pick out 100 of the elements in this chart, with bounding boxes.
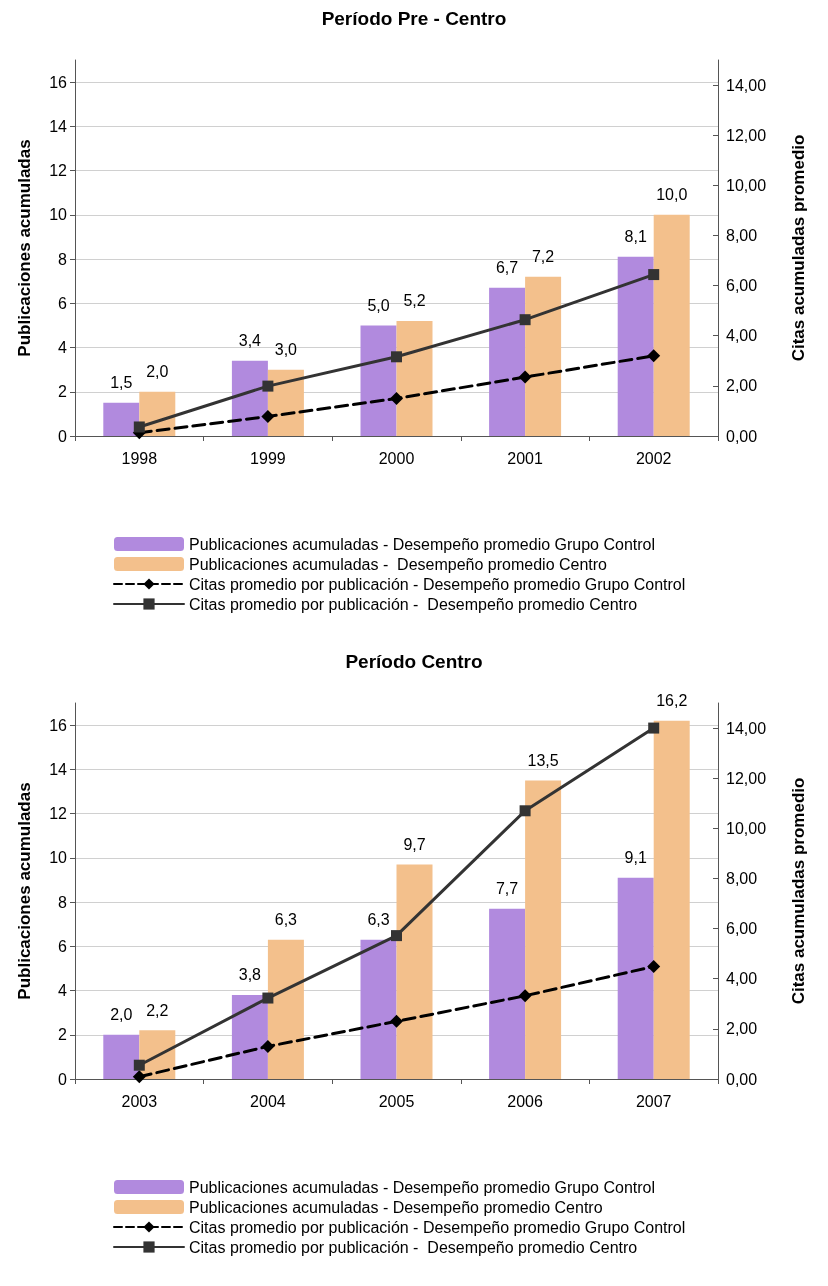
point [647, 959, 661, 973]
y2-tick-label: 12,00 [726, 769, 767, 787]
chart-title: Período Centro [345, 651, 483, 672]
y2-tick-label: 0,00 [726, 1070, 758, 1088]
x-tick-label: 2002 [635, 449, 672, 467]
point [133, 421, 145, 433]
x-tick-label: 2005 [378, 1092, 415, 1110]
data-label: 16,2 [656, 692, 688, 710]
point [518, 370, 532, 384]
y2-tick-label: 14,00 [726, 719, 767, 737]
y-tick-label: 10 [49, 206, 68, 224]
bar [617, 256, 654, 436]
y2-tick-label: 4,00 [726, 970, 758, 988]
legend-label: Citas promedio por publicación - Desempeño promedio Centro [189, 1238, 638, 1256]
chart-title: Período Pre - Centro [321, 8, 507, 29]
y2-axis-title: Citas acumuladas promedio [789, 777, 808, 1005]
data-label: 10,0 [656, 186, 688, 204]
y-axis-title: Publicaciones acumuladas [15, 139, 34, 357]
bar [396, 320, 433, 436]
data-label: 3,4 [238, 332, 262, 350]
y-tick-label: 16 [49, 716, 68, 734]
bar [360, 939, 397, 1079]
legend-label: Publicaciones acumuladas - Desempeño promedio Centro [189, 1198, 603, 1216]
bar [489, 908, 526, 1079]
bar [617, 877, 654, 1079]
point [132, 1070, 146, 1084]
legend-label: Citas promedio por publicación - Desempeño promedio Grupo Control [189, 1218, 686, 1236]
data-label: 9,1 [624, 849, 647, 867]
point [261, 1039, 275, 1053]
y-tick-label: 2 [58, 1026, 68, 1044]
point [390, 391, 403, 405]
point [519, 314, 531, 326]
bar [231, 994, 268, 1079]
y2-tick-label: 10,00 [726, 819, 767, 837]
y2-tick-label: 2,00 [726, 1020, 758, 1038]
y2-tick-label: 6,00 [726, 920, 758, 938]
data-label: 3,0 [274, 341, 298, 359]
x-tick-label: 2007 [635, 1092, 672, 1110]
data-label: 8,1 [624, 228, 647, 246]
point [391, 351, 402, 363]
bar [525, 780, 562, 1079]
x-tick-label: 2004 [250, 1092, 286, 1110]
y-tick-label: 4 [58, 982, 68, 1000]
data-label: 5,2 [403, 292, 426, 310]
y2-tick-label: 14,00 [726, 76, 767, 94]
data-label: 2,0 [146, 363, 169, 381]
x-tick-label: 1999 [250, 449, 286, 467]
data-label: 13,5 [527, 751, 559, 769]
y-tick-label: 2 [58, 383, 68, 401]
x-tick-label: 2003 [121, 1092, 158, 1110]
point [133, 1059, 145, 1071]
point [262, 992, 274, 1004]
data-label: 7,7 [495, 880, 519, 898]
y-tick-label: 0 [58, 427, 68, 445]
bar [103, 1034, 140, 1079]
y2-tick-label: 8,00 [726, 869, 758, 887]
y2-axis-title: Citas acumuladas promedio [789, 134, 808, 362]
y-tick-label: 10 [49, 849, 68, 867]
y2-tick-label: 8,00 [726, 226, 758, 244]
y-tick-label: 8 [58, 893, 68, 911]
y2-tick-label: 4,00 [726, 327, 758, 345]
y-tick-label: 6 [58, 294, 68, 312]
bar [360, 325, 397, 436]
bar [489, 287, 526, 436]
bar [396, 864, 433, 1079]
bar [267, 939, 304, 1079]
y-tick-label: 16 [49, 73, 68, 91]
x-tick-label: 1998 [121, 449, 158, 467]
point [519, 805, 531, 817]
legend-label: Publicaciones acumuladas - Desempeño promedio Grupo Control [189, 1178, 656, 1196]
point [648, 722, 660, 734]
y-tick-label: 0 [58, 1070, 68, 1088]
y2-tick-label: 10,00 [726, 176, 767, 194]
bar [653, 214, 690, 436]
data-label: 6,3 [367, 911, 390, 929]
data-label: 6,7 [495, 259, 519, 277]
y-tick-label: 12 [49, 162, 68, 180]
data-label: 5,0 [367, 296, 390, 314]
point [648, 269, 660, 281]
y2-tick-label: 2,00 [726, 377, 758, 395]
y-tick-label: 4 [58, 339, 68, 357]
point [647, 349, 661, 363]
data-label: 9,7 [403, 835, 426, 853]
legend-label: Publicaciones acumuladas - Desempeño promedio Centro [189, 555, 608, 573]
legend-label: Citas promedio por publicación - Desempeño promedio Centro [189, 595, 638, 613]
y2-tick-label: 0,00 [726, 427, 758, 445]
y-tick-label: 12 [49, 805, 68, 823]
x-tick-label: 2000 [378, 449, 415, 467]
bar [103, 402, 140, 436]
bar [525, 276, 562, 436]
y2-tick-label: 12,00 [726, 126, 767, 144]
y-tick-label: 14 [49, 760, 68, 778]
point [391, 930, 402, 942]
data-label: 7,2 [531, 248, 555, 266]
data-label: 1,5 [110, 374, 133, 392]
data-label: 6,3 [274, 911, 298, 929]
point [261, 409, 275, 423]
data-label: 3,8 [238, 966, 262, 984]
data-label: 2,2 [146, 1001, 169, 1019]
y-tick-label: 14 [49, 117, 68, 135]
